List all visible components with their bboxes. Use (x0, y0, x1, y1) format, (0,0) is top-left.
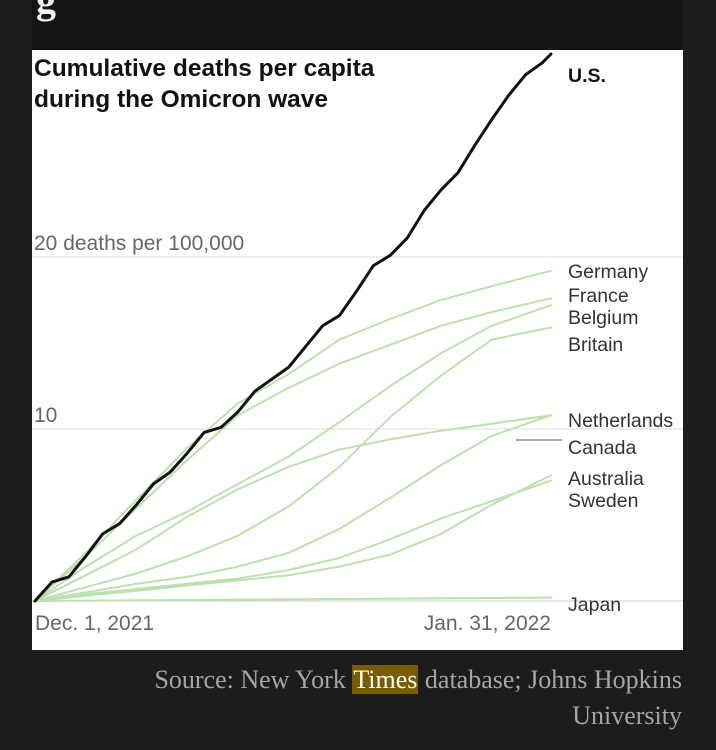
x-tick-label-0: Dec. 1, 2021 (35, 612, 154, 635)
y-tick-label-10: 10 (34, 404, 57, 427)
x-tick-label-1: Jan. 31, 2022 (424, 612, 551, 635)
series-line-britain (34, 326, 552, 602)
source-highlight[interactable]: Times (352, 665, 419, 694)
series-line-france (34, 297, 552, 602)
series-line-japan (34, 596, 552, 602)
y-tick-label-20: 20 deaths per 100,000 (34, 232, 244, 255)
series-line-u-s- (33, 52, 553, 603)
series-label-belgium: Belgium (568, 307, 638, 329)
source-suffix: database; Johns Hopkins University (418, 665, 682, 730)
series-line-australia (34, 474, 552, 602)
series-label-japan: Japan (568, 594, 621, 616)
chart-title: Cumulative deaths per capita during the … (34, 55, 375, 113)
series-label-netherlands: Netherlands (568, 410, 673, 432)
series-line-sweden (34, 479, 552, 602)
series-label-germany: Germany (568, 261, 648, 283)
source-caption: Source: New York Times database; Johns H… (82, 662, 682, 734)
series-line-canada (34, 414, 552, 602)
series-label-australia: Australia (568, 468, 644, 490)
chart-card: 20 deaths per 100,000 10 Dec. 1, 2021 Jan. … (32, 50, 683, 650)
series-line-belgium (34, 304, 552, 602)
series-label-u-s-: U.S. (568, 65, 606, 87)
series-label-britain: Britain (568, 334, 623, 356)
cut-off-heading-glyph: g (36, 0, 56, 23)
series-line-netherlands (34, 414, 552, 602)
omicron-deaths-chart: 20 deaths per 100,000 10 Dec. 1, 2021 Jan. … (32, 52, 683, 635)
top-strip (32, 0, 683, 50)
source-prefix: Source: New York (154, 665, 353, 694)
series-line-germany (34, 269, 552, 602)
series-label-france: France (568, 285, 629, 307)
series-label-canada: Canada (568, 437, 636, 459)
series-label-sweden: Sweden (568, 490, 638, 512)
